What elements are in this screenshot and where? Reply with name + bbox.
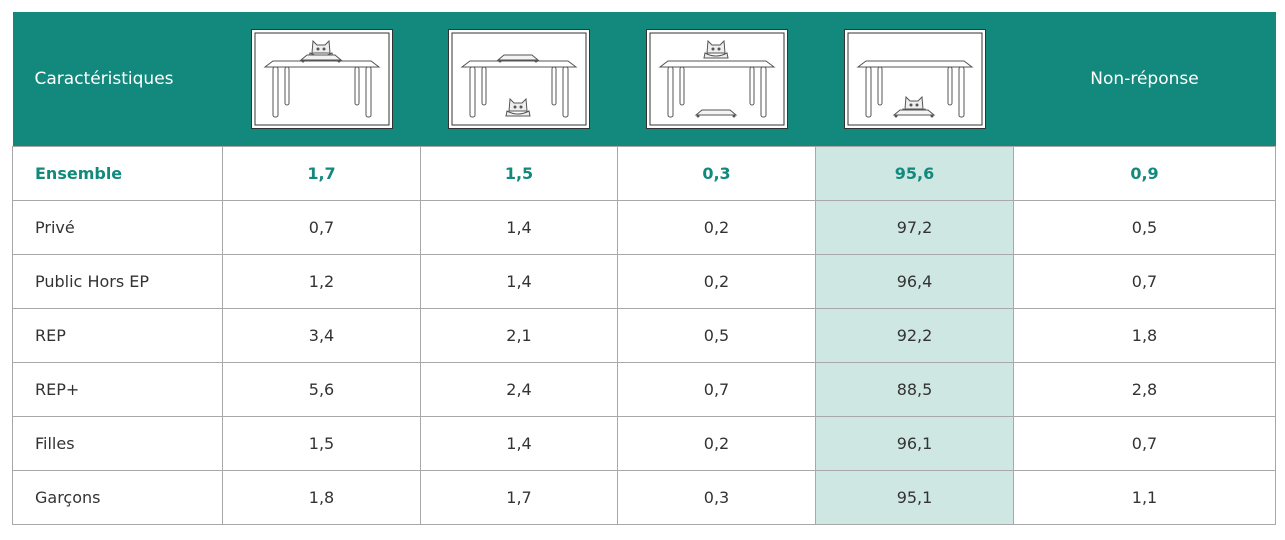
cell-value: 95,1 <box>815 470 1014 525</box>
table-body: Ensemble 1,7 1,5 0,3 95,6 0,9 Privé 0,7 1,4 0,2 97… <box>12 146 1276 525</box>
cell-value: 1,7 <box>420 470 618 525</box>
cell-value: 0,9 <box>1013 146 1276 201</box>
cell-value: 1,5 <box>420 146 618 201</box>
table-row: Public Hors EP 1,2 1,4 0,2 96,4 0,7 <box>12 254 1276 309</box>
cell-value: 97,2 <box>815 200 1014 255</box>
cell-value: 1,4 <box>420 416 618 471</box>
column-header: Non-réponse <box>1013 12 1276 147</box>
cell-value: 0,3 <box>617 470 816 525</box>
cell-value: 0,7 <box>617 362 816 417</box>
cell-value: 1,4 <box>420 254 618 309</box>
cell-value: 1,7 <box>222 146 421 201</box>
cell-value: 1,1 <box>1013 470 1276 525</box>
cell-value: 92,2 <box>815 308 1014 363</box>
table-row: Privé 0,7 1,4 0,2 97,2 0,5 <box>12 200 1276 255</box>
image-header <box>815 12 1014 147</box>
row-label: Public Hors EP <box>12 254 223 309</box>
cell-value: 95,6 <box>815 146 1014 201</box>
cell-value: 88,5 <box>815 362 1014 417</box>
cell-value: 1,5 <box>222 416 421 471</box>
cell-value: 1,8 <box>222 470 421 525</box>
cell-value: 0,7 <box>222 200 421 255</box>
cell-value: 2,4 <box>420 362 618 417</box>
cell-value: 3,4 <box>222 308 421 363</box>
row-label: Privé <box>12 200 223 255</box>
row-label: REP <box>12 308 223 363</box>
cell-value: 0,5 <box>1013 200 1276 255</box>
cell-value: 96,1 <box>815 416 1014 471</box>
cell-value: 2,1 <box>420 308 618 363</box>
illustration <box>250 29 393 129</box>
cell-value: 0,2 <box>617 254 816 309</box>
cell-value: 0,7 <box>1013 254 1276 309</box>
table-row: Garçons 1,8 1,7 0,3 95,1 1,1 <box>12 470 1276 525</box>
cell-value: 0,2 <box>617 200 816 255</box>
row-label: Garçons <box>12 470 223 525</box>
column-header: Caractéristiques <box>12 12 223 147</box>
table-row: Ensemble 1,7 1,5 0,3 95,6 0,9 <box>12 146 1276 201</box>
cell-value: 5,6 <box>222 362 421 417</box>
illustration <box>448 29 590 129</box>
table-row: REP+ 5,6 2,4 0,7 88,5 2,8 <box>12 362 1276 417</box>
cell-value: 96,4 <box>815 254 1014 309</box>
image-header <box>420 12 618 147</box>
illustration <box>645 29 788 129</box>
table-row: REP 3,4 2,1 0,5 92,2 1,8 <box>12 308 1276 363</box>
cell-value: 2,8 <box>1013 362 1276 417</box>
table-row: Filles 1,5 1,4 0,2 96,1 0,7 <box>12 416 1276 471</box>
image-header <box>222 12 421 147</box>
row-label: Filles <box>12 416 223 471</box>
cell-value: 1,8 <box>1013 308 1276 363</box>
results-table: Caractéristiques Non-réponse Ensemble 1,7… <box>12 12 1276 525</box>
row-label: REP+ <box>12 362 223 417</box>
cell-value: 0,5 <box>617 308 816 363</box>
header-row: Caractéristiques Non-réponse <box>12 12 1276 147</box>
row-label: Ensemble <box>12 146 223 201</box>
illustration <box>843 29 986 129</box>
cell-value: 0,2 <box>617 416 816 471</box>
image-header <box>617 12 816 147</box>
cell-value: 0,3 <box>617 146 816 201</box>
cell-value: 0,7 <box>1013 416 1276 471</box>
cell-value: 1,2 <box>222 254 421 309</box>
cell-value: 1,4 <box>420 200 618 255</box>
